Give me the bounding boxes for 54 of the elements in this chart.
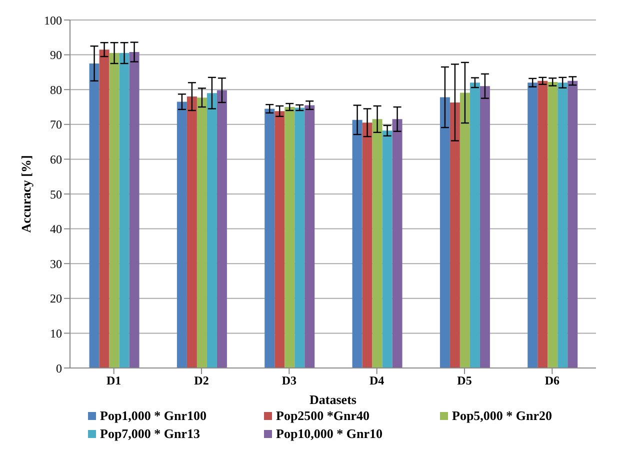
bar: [186, 96, 197, 368]
y-tick-label: 100: [44, 13, 62, 28]
bar: [392, 119, 402, 368]
bar: [528, 82, 538, 368]
bar: [480, 86, 490, 368]
bar: [538, 80, 548, 368]
bar: [352, 120, 362, 368]
y-tick-label: 10: [50, 326, 62, 340]
y-tick-label: 50: [50, 187, 62, 202]
bar: [216, 90, 227, 368]
bar: [460, 92, 470, 368]
x-tick-label: D3: [282, 374, 297, 388]
bar: [109, 53, 120, 368]
y-tick-label: 80: [50, 82, 62, 97]
legend-label: Pop10,000 * Gnr10: [276, 426, 383, 442]
bar: [89, 64, 100, 368]
x-tick-label: D6: [544, 374, 560, 388]
bar: [294, 108, 305, 368]
bar: [264, 108, 275, 368]
y-axis-title: Accuracy [%]: [18, 155, 34, 233]
legend-label: Pop7,000 * Gnr13: [100, 426, 200, 442]
bar: [196, 98, 207, 368]
bar: [274, 111, 285, 368]
y-tick-label: 0: [56, 361, 62, 376]
x-tick-label: D2: [194, 374, 209, 388]
bar: [304, 105, 315, 368]
x-tick-label: D1: [106, 374, 122, 388]
bar: [440, 97, 450, 368]
y-tick-label: 60: [50, 152, 62, 166]
bar: [382, 130, 392, 368]
legend-label: Pop1,000 * Gnr100: [100, 408, 207, 424]
y-tick-label: 70: [50, 118, 62, 132]
bar: [176, 102, 187, 368]
bar: [206, 93, 217, 368]
bar: [284, 107, 295, 368]
legend-label: Pop2500 *Gnr40: [276, 408, 370, 424]
legend-label: Pop5,000 * Gnr20: [452, 408, 552, 424]
bar: [129, 52, 140, 368]
x-tick-label: D5: [457, 374, 472, 388]
x-axis-title: Datasets: [310, 392, 356, 407]
bar: [362, 122, 372, 368]
bar: [568, 80, 578, 368]
y-tick-label: 90: [50, 48, 62, 62]
y-tick-label: 20: [50, 292, 62, 306]
y-tick-label: 30: [50, 256, 62, 271]
bar: [548, 82, 558, 368]
bar: [558, 82, 568, 368]
bar: [372, 119, 382, 368]
x-tick-label: D4: [369, 374, 384, 388]
bar: [99, 50, 110, 368]
bar: [450, 102, 460, 368]
y-tick-label: 40: [50, 222, 62, 236]
bar: [470, 82, 480, 368]
bar: [119, 53, 130, 368]
